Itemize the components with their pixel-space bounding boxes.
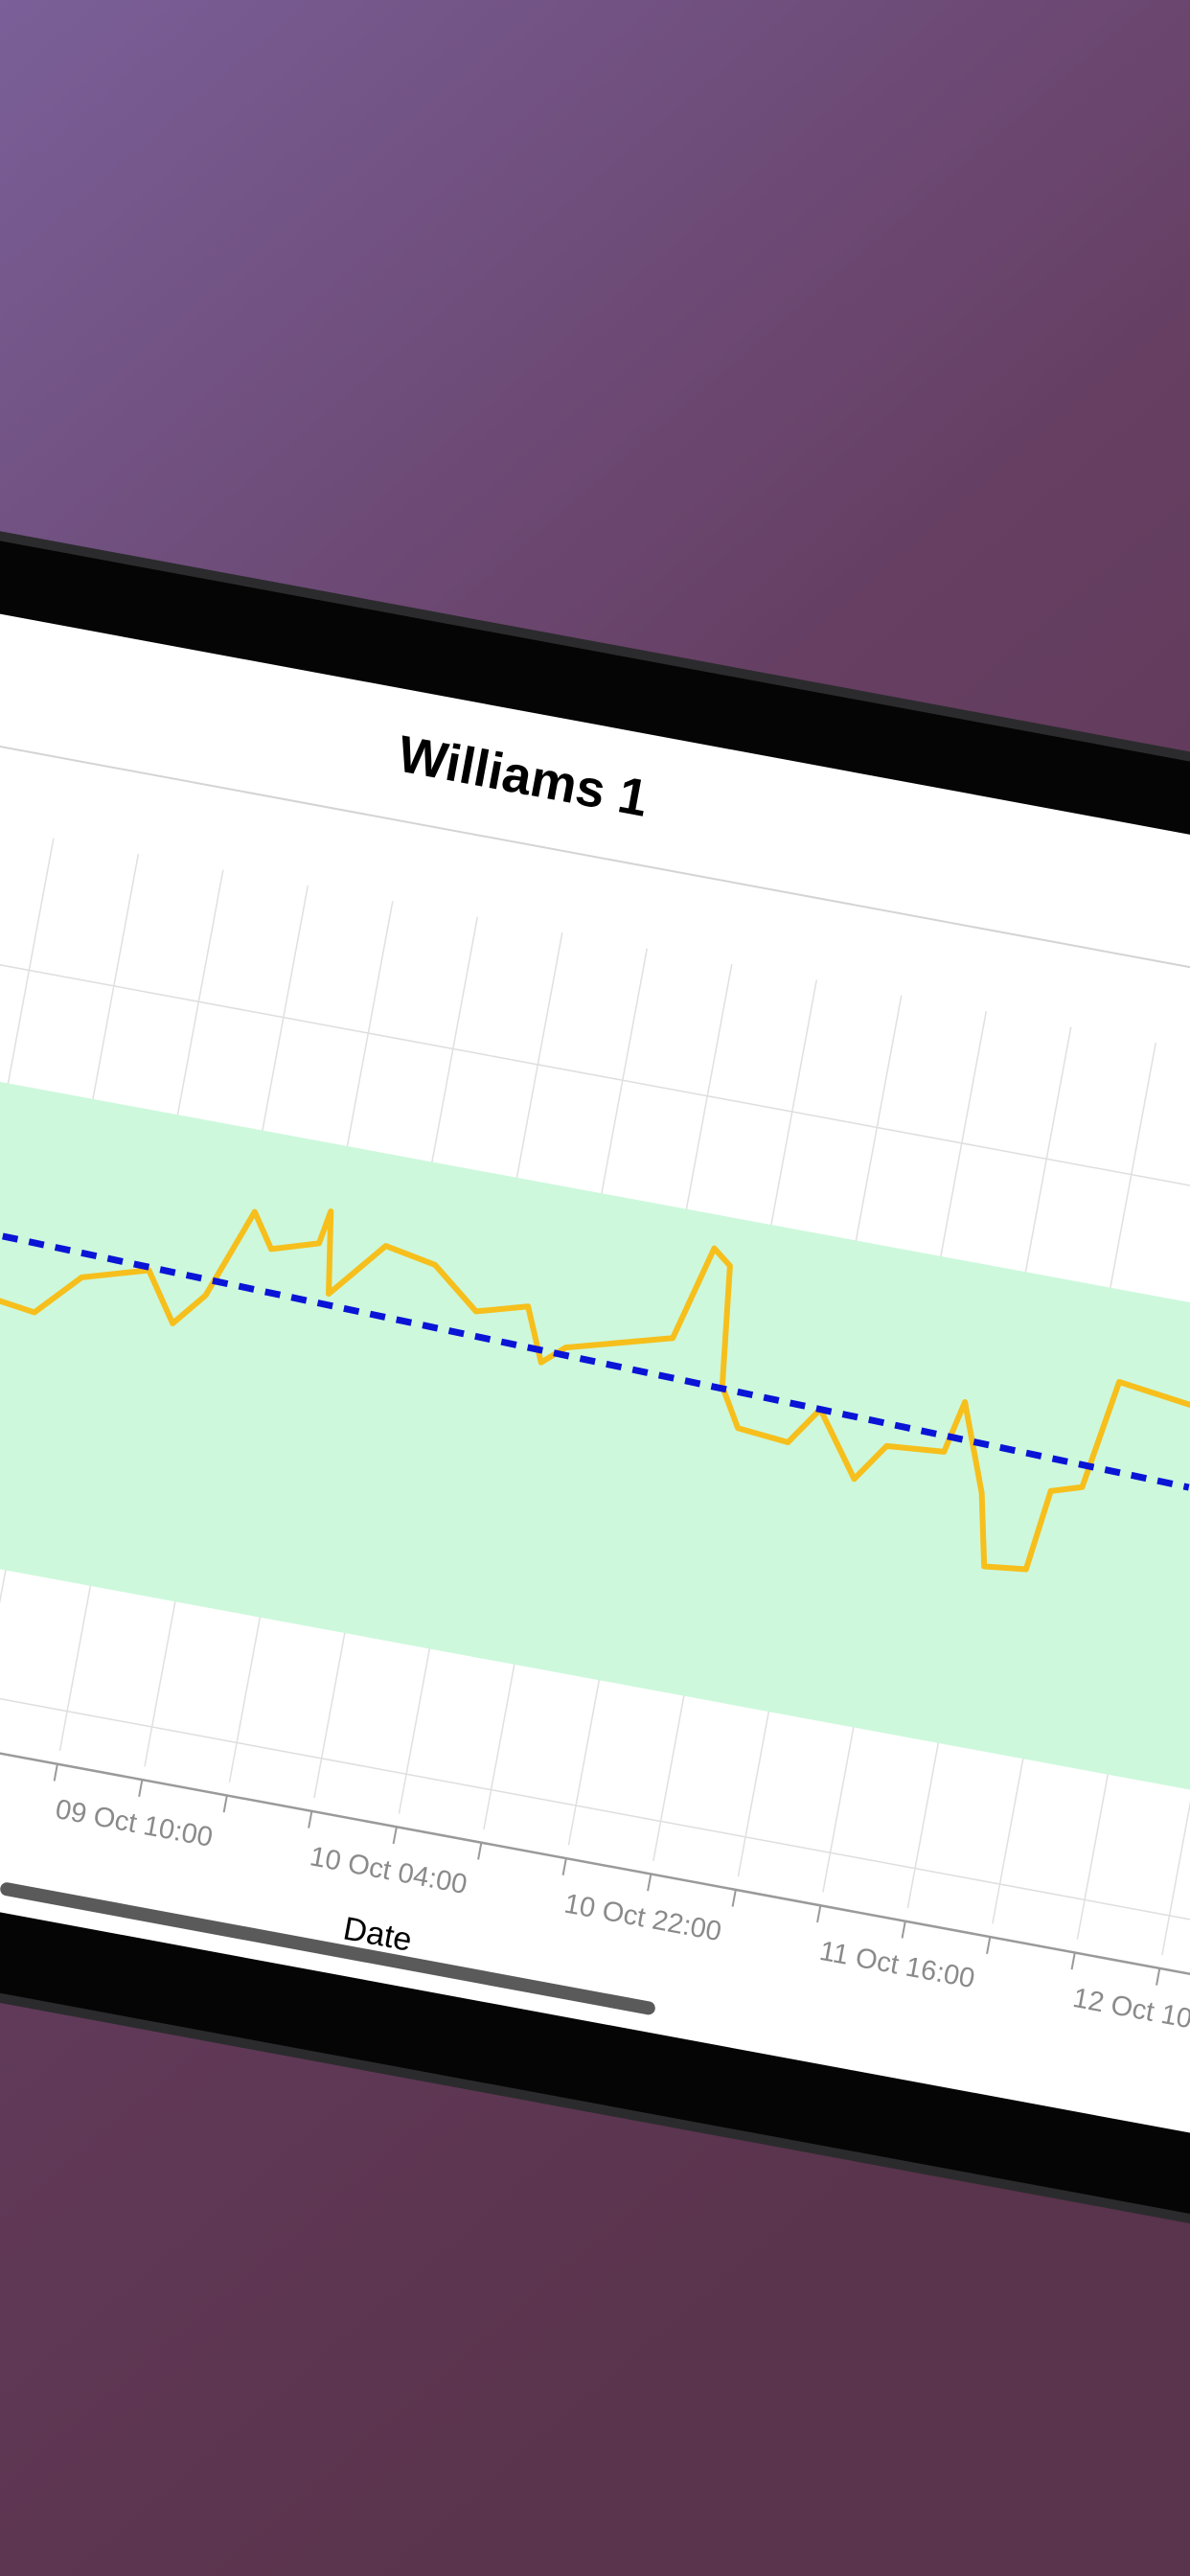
x-tick — [392, 1827, 398, 1845]
minor-tick — [986, 1936, 992, 1954]
minor-tick — [816, 1905, 822, 1923]
minor-tick — [308, 1810, 313, 1828]
minor-tick — [53, 1763, 58, 1782]
minor-tick — [1070, 1952, 1076, 1970]
x-tick — [1156, 1967, 1161, 1986]
band — [0, 995, 1190, 1886]
lines — [0, 1208, 1190, 1573]
grid-line — [0, 881, 1190, 1302]
grid-line — [0, 1591, 1190, 2012]
x-axis — [0, 1643, 1190, 2065]
minor-tick — [561, 1857, 567, 1875]
minor-tick — [477, 1842, 483, 1860]
x-tick — [647, 1874, 652, 1892]
grid-line — [1161, 1073, 1190, 1956]
bands — [0, 995, 1190, 1886]
x-tick — [901, 1920, 906, 1939]
data-line — [0, 1208, 1190, 1573]
x-tick — [138, 1779, 144, 1797]
minor-tick — [731, 1889, 737, 1907]
home-indicator — [0, 1882, 655, 2015]
trend-line — [0, 1210, 1190, 1491]
minor-tick — [222, 1795, 228, 1813]
header-separator — [0, 670, 1190, 1092]
minor-grid-line — [0, 838, 55, 1720]
